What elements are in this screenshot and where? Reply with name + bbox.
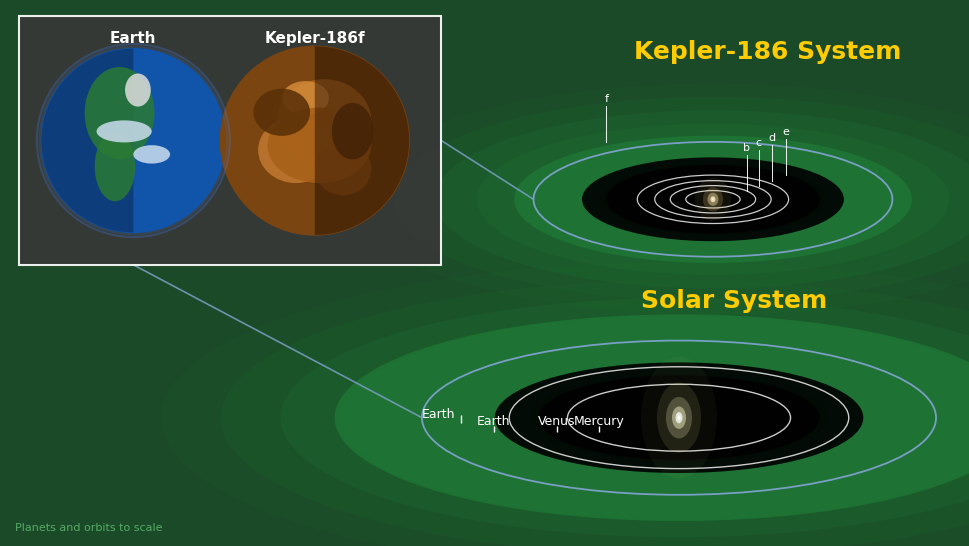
Ellipse shape xyxy=(95,132,135,201)
Ellipse shape xyxy=(280,298,969,537)
Ellipse shape xyxy=(340,316,969,519)
Text: b: b xyxy=(742,143,750,152)
Ellipse shape xyxy=(253,88,310,136)
Text: Venus: Venus xyxy=(538,415,575,428)
Bar xyxy=(19,16,441,265)
Ellipse shape xyxy=(672,406,685,429)
Text: d: d xyxy=(767,133,775,143)
Text: Solar System: Solar System xyxy=(641,289,827,313)
Ellipse shape xyxy=(709,197,715,202)
Text: e: e xyxy=(781,127,789,137)
Ellipse shape xyxy=(125,74,150,106)
Text: Kepler-186 System: Kepler-186 System xyxy=(634,40,901,64)
Ellipse shape xyxy=(221,280,969,546)
Text: c: c xyxy=(755,138,761,147)
Ellipse shape xyxy=(656,383,701,453)
Ellipse shape xyxy=(711,198,713,200)
Ellipse shape xyxy=(666,397,691,438)
Ellipse shape xyxy=(581,157,843,241)
Ellipse shape xyxy=(97,120,151,143)
Ellipse shape xyxy=(606,165,819,234)
Ellipse shape xyxy=(703,187,722,211)
Wedge shape xyxy=(314,46,409,235)
Ellipse shape xyxy=(694,177,731,221)
Ellipse shape xyxy=(600,163,824,235)
Ellipse shape xyxy=(494,363,862,473)
Text: Earth: Earth xyxy=(422,408,455,421)
Ellipse shape xyxy=(277,79,371,164)
Circle shape xyxy=(42,49,225,233)
Ellipse shape xyxy=(677,416,679,420)
Ellipse shape xyxy=(706,193,718,206)
Ellipse shape xyxy=(531,373,826,462)
Ellipse shape xyxy=(314,143,371,195)
Text: f: f xyxy=(604,94,608,104)
Wedge shape xyxy=(42,49,133,233)
Ellipse shape xyxy=(84,67,154,159)
Ellipse shape xyxy=(267,108,371,183)
Ellipse shape xyxy=(133,145,170,164)
Ellipse shape xyxy=(161,262,969,546)
Ellipse shape xyxy=(334,314,969,521)
Ellipse shape xyxy=(538,376,819,460)
Ellipse shape xyxy=(674,412,682,423)
Ellipse shape xyxy=(258,117,333,183)
Ellipse shape xyxy=(281,81,328,115)
Text: Mercury: Mercury xyxy=(573,415,623,428)
Text: Planets and orbits to scale: Planets and orbits to scale xyxy=(15,523,163,533)
Text: Earth: Earth xyxy=(477,415,510,428)
Ellipse shape xyxy=(476,123,949,275)
Text: Kepler-186f: Kepler-186f xyxy=(265,31,364,46)
Text: Earth: Earth xyxy=(109,31,156,46)
Ellipse shape xyxy=(434,110,969,288)
Ellipse shape xyxy=(514,135,911,263)
Ellipse shape xyxy=(392,97,969,301)
Ellipse shape xyxy=(331,103,373,159)
Ellipse shape xyxy=(351,84,969,315)
Circle shape xyxy=(220,46,409,235)
